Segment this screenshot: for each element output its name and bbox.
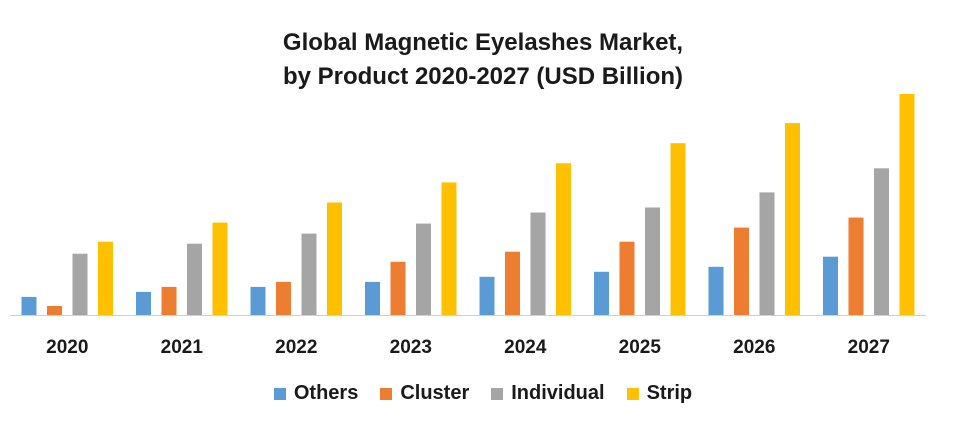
- bar-group: [21, 94, 915, 315]
- bar-others-2023: [365, 281, 380, 315]
- bar-individual-2025: [645, 207, 660, 315]
- bar-individual-2024: [530, 212, 546, 315]
- chart-title-line-2: by Product 2020-2027 (USD Billion): [282, 63, 684, 90]
- bar-others-2025: [594, 271, 609, 315]
- bar-cluster-2027: [848, 217, 864, 315]
- bar-cluster-2021: [161, 286, 177, 315]
- bar-individual-2020: [72, 253, 88, 315]
- bar-individual-2022: [301, 233, 317, 315]
- x-tick-label-2023: 2023: [390, 337, 432, 358]
- bar-strip-2022: [327, 202, 342, 315]
- bar-cluster-2024: [505, 251, 520, 315]
- x-tick-label-2026: 2026: [733, 337, 775, 358]
- bar-strip-2027: [899, 94, 915, 315]
- chart-title-line-1: Global Magnetic Eyelashes Market,: [282, 29, 684, 56]
- bar-strip-2025: [670, 143, 686, 315]
- legend: Others Cluster Individual Strip: [0, 382, 966, 405]
- legend-swatch-cluster: [380, 387, 393, 400]
- bar-cluster-2022: [276, 281, 291, 315]
- legend-swatch-others: [273, 387, 286, 400]
- bar-individual-2027: [874, 168, 889, 315]
- bar-individual-2021: [187, 243, 202, 315]
- x-tick-label-2024: 2024: [504, 337, 547, 358]
- bar-cluster-2025: [619, 241, 635, 315]
- legend-item-cluster: Cluster: [380, 382, 469, 405]
- legend-label-individual: Individual: [511, 382, 605, 404]
- legend-item-individual: Individual: [491, 382, 605, 405]
- bar-others-2026: [708, 266, 724, 315]
- bar-others-2020: [21, 296, 37, 315]
- legend-label-strip: Strip: [646, 382, 693, 404]
- legend-item-strip: Strip: [626, 382, 693, 405]
- x-tick-label-2027: 2027: [848, 337, 890, 358]
- bar-individual-2023: [416, 223, 431, 315]
- legend-swatch-strip: [626, 387, 639, 400]
- bar-cluster-2026: [734, 227, 749, 315]
- legend-swatch-individual: [491, 387, 504, 400]
- bar-strip-2023: [441, 182, 457, 315]
- bar-strip-2021: [212, 222, 228, 315]
- bar-others-2027: [823, 256, 838, 315]
- x-tick-label-2025: 2025: [619, 337, 662, 358]
- legend-item-others: Others: [273, 382, 359, 405]
- bar-strip-2026: [785, 123, 800, 315]
- bar-others-2024: [479, 276, 495, 315]
- legend-label-others: Others: [293, 382, 359, 404]
- chart-title: Global Magnetic Eyelashes Market, by Pro…: [0, 26, 966, 94]
- bar-strip-2024: [556, 163, 571, 315]
- bar-individual-2026: [759, 192, 775, 315]
- bar-cluster-2020: [47, 306, 62, 315]
- bar-others-2022: [250, 286, 266, 315]
- legend-label-cluster: Cluster: [400, 382, 470, 404]
- x-tick-label-2021: 2021: [161, 337, 204, 358]
- bar-strip-2020: [98, 241, 113, 315]
- x-tick-label-2022: 2022: [275, 337, 317, 358]
- x-tick-labels: 2020 2021 2022 2023 2024 2025 2026 2027: [46, 337, 890, 358]
- bar-others-2021: [136, 291, 151, 315]
- bar-cluster-2023: [390, 261, 406, 315]
- x-tick-label-2020: 2020: [46, 337, 88, 358]
